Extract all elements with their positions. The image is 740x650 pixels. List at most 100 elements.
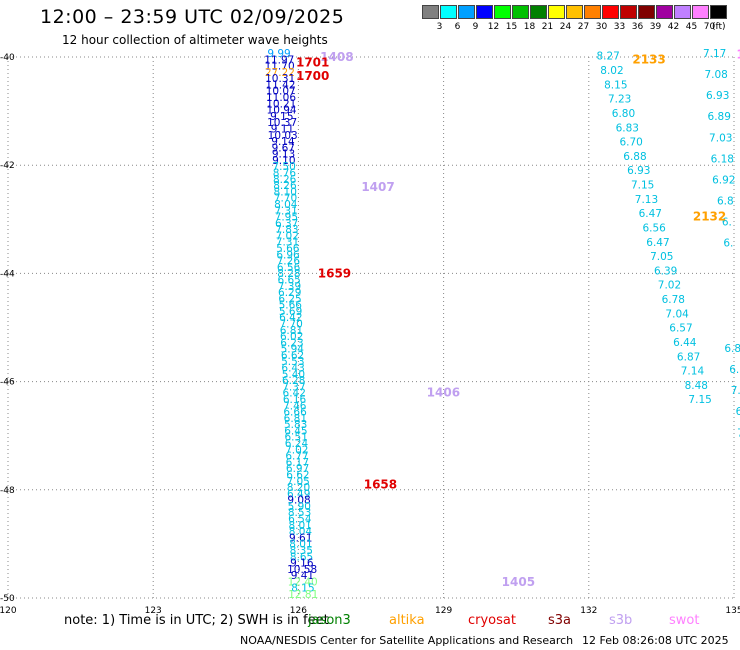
pass-time-label: 2132	[693, 210, 726, 224]
wave-height-value: 9.11	[271, 123, 294, 135]
legend-swatch	[422, 5, 439, 19]
legend-swatch	[692, 5, 709, 19]
lon-tick-label: 129	[435, 606, 452, 616]
pass-time-label: 1406	[427, 385, 460, 399]
pass-time-label: 1407	[361, 180, 394, 194]
wave-height-value: 6.87	[677, 351, 700, 363]
wave-height-value: 6.16	[283, 394, 307, 406]
wave-height-value: 10.21	[266, 98, 296, 110]
legend-swatch	[566, 5, 583, 19]
lon-tick-label: 123	[145, 606, 162, 616]
wave-height-value: 5.66	[279, 300, 303, 312]
wave-height-value: 6.97	[286, 463, 309, 475]
wave-height-value: 6.81	[284, 413, 307, 425]
wave-height-value: 7.70	[274, 193, 297, 205]
legend-swatch	[638, 5, 655, 19]
wave-height-value: 8.53	[288, 507, 311, 519]
wave-height-value: 6.83	[616, 122, 639, 134]
wave-height-value: 7.15	[631, 180, 654, 192]
credit-line: NOAA/NESDIS Center for Satellite Applica…	[240, 634, 574, 647]
legend-swatch	[620, 5, 637, 19]
wave-height-value: 7.02	[658, 280, 681, 292]
wave-height-value: 6.24	[285, 438, 309, 450]
wave-height-value: 10.31	[265, 73, 295, 85]
wave-height-value: 7.04	[665, 308, 689, 320]
wave-height-value: 9.16	[290, 558, 314, 570]
lat-tick-label: -50	[0, 594, 15, 604]
lat-tick-label: -48	[0, 486, 15, 496]
wave-height-value: 6.62	[281, 350, 304, 362]
wave-height-value: 6.70	[619, 137, 642, 149]
wave-height-value: 8.15	[291, 583, 314, 595]
legend-swatch	[548, 5, 565, 19]
wave-height-value: 6.	[736, 406, 740, 418]
legend-label: 9	[472, 22, 479, 32]
lon-tick-label: 126	[290, 606, 307, 616]
footnote: note: 1) Time is in UTC; 2) SWH is in fe…	[64, 613, 329, 628]
wave-height-value: 7.39	[278, 281, 301, 293]
wave-height-value: 8.26	[273, 180, 297, 192]
wave-height-value: 11.42	[265, 79, 295, 91]
legend-swatch	[440, 5, 457, 19]
wave-height-value: 6.93	[706, 90, 729, 102]
wave-height-value: 6.82	[724, 343, 740, 355]
wave-height-value: 6.51	[285, 432, 308, 444]
legend-label: 45	[685, 22, 698, 32]
wave-height-value: 9.41	[291, 570, 314, 582]
wave-height-value: 8.65	[290, 551, 313, 563]
wave-height-value: 6.65	[277, 274, 300, 286]
wave-height-value: 7.37	[282, 381, 305, 393]
wave-height-value: 6.81	[280, 325, 303, 337]
wave-height-value: 11.70	[265, 61, 295, 73]
lat-tick-label: -44	[0, 269, 15, 279]
wave-height-value: 6.42	[279, 312, 302, 324]
wave-height-value: 5.66	[276, 243, 300, 255]
pass-time-label: 1701	[296, 55, 329, 69]
wave-height-value: 6.29	[278, 287, 301, 299]
legend-unit: (ft)	[712, 22, 726, 32]
wave-height-value: 7.15	[688, 394, 711, 406]
wave-height-value: 10.37	[267, 117, 297, 129]
wave-height-value: 27.22	[265, 67, 295, 79]
legend-swatch	[494, 5, 511, 19]
wave-height-value: 6.47	[646, 237, 669, 249]
wave-height-value: 9.10	[272, 155, 295, 167]
wave-height-value: 8.04	[289, 526, 313, 538]
wave-height-value: 10.03	[268, 130, 298, 142]
legend-label: 30	[595, 22, 608, 32]
wave-height-value: 8.76	[273, 168, 297, 180]
wave-height-value: 7.05	[650, 251, 673, 263]
legend-label: 70	[703, 22, 716, 32]
wave-height-value: 9.14	[271, 136, 295, 148]
wave-height-value: 6.25	[278, 293, 301, 305]
wave-height-value: 8.01	[289, 539, 312, 551]
wave-height-value: 6.	[722, 217, 732, 229]
wave-height-value: 7.50	[272, 161, 295, 173]
wave-height-value: 6.18	[711, 153, 734, 165]
lon-tick-label: 120	[0, 606, 17, 616]
legend-label: 36	[631, 22, 644, 32]
wave-height-value: 6.7	[729, 364, 740, 376]
wave-height-value: 7.23	[608, 94, 631, 106]
wave-height-value: 6.37	[275, 218, 298, 230]
wave-height-value: 6.56	[642, 222, 666, 234]
wave-height-value: 6.78	[662, 294, 685, 306]
wave-height-value: 6.42	[283, 388, 306, 400]
wave-height-value: 6.23	[280, 337, 303, 349]
wave-height-value: 6.57	[669, 323, 692, 335]
wave-height-value: 9.15	[270, 111, 293, 123]
wave-height-value: 6.96	[276, 249, 300, 261]
pass-time-label: 1658	[364, 477, 397, 491]
wave-height-value: 5.40	[282, 369, 305, 381]
wave-height-value: 8.48	[685, 380, 708, 392]
pass-time-label: 1405	[502, 575, 535, 589]
pass-time-label: 2133	[632, 53, 665, 67]
wave-height-value: 9.61	[289, 532, 312, 544]
wave-height-value: 5.53	[281, 356, 304, 368]
wave-height-value: 6.62	[286, 469, 309, 481]
wave-height-value: 8.01	[288, 520, 311, 532]
satellite-label-jason3: jason3	[308, 613, 351, 628]
satellite-label-s3b: s3b	[609, 613, 633, 628]
satellite-label-swot: swot	[669, 613, 700, 628]
